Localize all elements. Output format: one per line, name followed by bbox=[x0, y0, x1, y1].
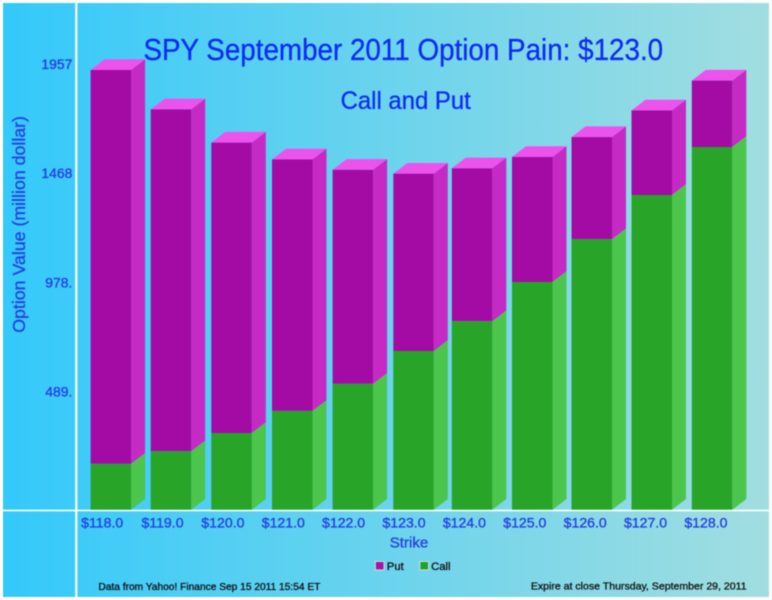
svg-text:Option Value (million dollar): Option Value (million dollar) bbox=[9, 116, 29, 333]
svg-text:1957: 1957 bbox=[41, 56, 72, 72]
svg-text:$123.0: $123.0 bbox=[382, 515, 425, 531]
svg-text:$128.0: $128.0 bbox=[684, 515, 727, 531]
svg-text:Call: Call bbox=[431, 561, 450, 573]
svg-text:$126.0: $126.0 bbox=[564, 515, 607, 531]
svg-text:$121.0: $121.0 bbox=[262, 515, 305, 531]
svg-text:$119.0: $119.0 bbox=[141, 515, 183, 531]
svg-text:Call and Put: Call and Put bbox=[341, 88, 471, 116]
svg-text:Strike: Strike bbox=[390, 535, 429, 552]
svg-text:$120.0: $120.0 bbox=[201, 515, 244, 531]
svg-text:$127.0: $127.0 bbox=[624, 515, 667, 531]
svg-text:Expire at close Thursday, Sept: Expire at close Thursday, September 29, … bbox=[531, 581, 747, 593]
svg-text:$118.0: $118.0 bbox=[81, 515, 123, 531]
svg-text:489.: 489. bbox=[45, 383, 72, 399]
svg-text:Data from Yahoo! Finance Sep 1: Data from Yahoo! Finance Sep 15 2011 15:… bbox=[98, 582, 320, 593]
svg-text:$122.0: $122.0 bbox=[322, 515, 365, 531]
svg-text:$125.0: $125.0 bbox=[503, 515, 546, 531]
svg-text:SPY September 2011 Option Pain: SPY September 2011 Option Pain: $123.0 bbox=[143, 33, 663, 68]
svg-text:978.: 978. bbox=[45, 275, 72, 291]
svg-text:$124.0: $124.0 bbox=[443, 515, 486, 531]
svg-text:1468: 1468 bbox=[41, 165, 72, 181]
svg-text:Put: Put bbox=[387, 561, 405, 573]
